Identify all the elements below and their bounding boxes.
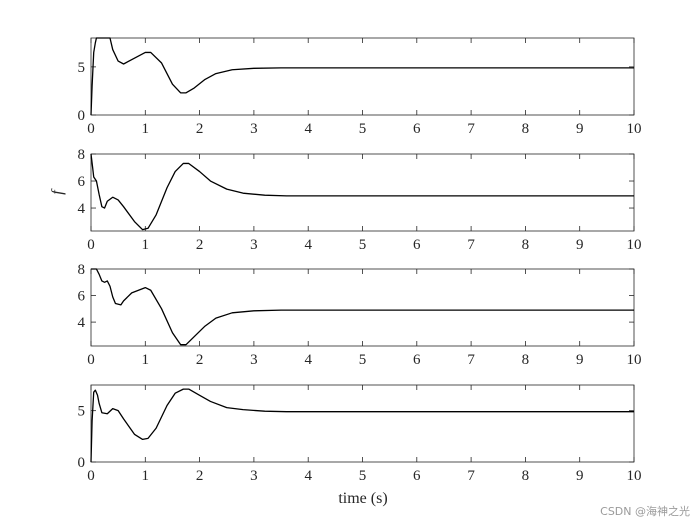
y-tick-label: 6 — [78, 174, 86, 190]
y-tick-label: 8 — [78, 262, 86, 278]
axes-frame — [90, 37, 635, 116]
x-tick-label: 5 — [359, 352, 367, 368]
y-tick-label: 5 — [78, 404, 86, 420]
series-line-2 — [90, 153, 634, 231]
axes-frame — [90, 268, 635, 347]
x-tick-label: 0 — [87, 352, 95, 368]
x-tick-label: 10 — [627, 121, 642, 137]
y-tick-label: 4 — [78, 201, 86, 217]
x-tick-label: 1 — [142, 121, 150, 137]
series-line-4 — [90, 388, 634, 463]
x-tick-label: 9 — [576, 121, 584, 137]
y-axis-label: f — [49, 188, 66, 195]
x-tick-label: 6 — [413, 352, 421, 368]
x-tick-label: 7 — [467, 352, 475, 368]
x-tick-label: 6 — [413, 237, 421, 253]
x-tick-label: 3 — [250, 352, 258, 368]
subplot-4: 0 1 2 3 4 5 6 7 8 9 10 0 5 — [78, 384, 642, 484]
series-line-1 — [90, 37, 634, 116]
series-line-3 — [91, 268, 634, 346]
x-tick-label: 2 — [196, 121, 204, 137]
x-tick-label: 1 — [142, 237, 150, 253]
x-tick-label: 10 — [627, 468, 642, 484]
y-tick-label: 0 — [78, 108, 86, 124]
x-axis-label: time (s) — [338, 490, 387, 507]
x-tick-label: 7 — [467, 468, 475, 484]
x-tick-label: 2 — [196, 237, 204, 253]
x-tick-label: 1 — [142, 468, 150, 484]
x-tick-label: 8 — [522, 121, 530, 137]
y-tick-label: 5 — [78, 60, 86, 76]
x-tick-label: 2 — [196, 352, 204, 368]
x-tick-label: 9 — [576, 352, 584, 368]
subplot-1: 0 1 2 3 4 5 6 7 8 9 10 0 5 — [78, 37, 642, 137]
y-tick-label: 4 — [78, 315, 86, 331]
y-tick-label: 8 — [78, 147, 86, 163]
x-tick-label: 8 — [522, 237, 530, 253]
x-tick-label: 0 — [87, 237, 95, 253]
x-tick-label: 9 — [576, 237, 584, 253]
x-tick-label: 1 — [142, 352, 150, 368]
x-tick-label: 5 — [359, 121, 367, 137]
x-tick-label: 10 — [627, 237, 642, 253]
y-tick-label: 0 — [78, 455, 86, 471]
x-tick-label: 8 — [522, 352, 530, 368]
subplot-3: 0 1 2 3 4 5 6 7 8 9 10 4 6 8 — [78, 262, 642, 368]
x-tick-label: 4 — [304, 121, 312, 137]
x-tick-label: 3 — [250, 121, 258, 137]
x-tick-label: 7 — [467, 121, 475, 137]
x-tick-label: 7 — [467, 237, 475, 253]
x-tick-label: 0 — [87, 468, 95, 484]
x-tick-label: 8 — [522, 468, 530, 484]
axes-frame — [90, 153, 635, 232]
x-tick-label: 4 — [304, 352, 312, 368]
x-tick-label: 6 — [413, 121, 421, 137]
subplot-2: 0 1 2 3 4 5 6 7 8 9 10 4 6 8 f — [49, 147, 642, 253]
x-tick-label: 5 — [359, 237, 367, 253]
watermark: CSDN @海神之光 — [600, 505, 690, 518]
x-tick-label: 4 — [304, 468, 312, 484]
x-tick-label: 3 — [250, 468, 258, 484]
x-tick-label: 5 — [359, 468, 367, 484]
x-tick-label: 6 — [413, 468, 421, 484]
y-tick-label: 6 — [78, 289, 86, 305]
x-tick-label: 2 — [196, 468, 204, 484]
x-tick-label: 9 — [576, 468, 584, 484]
x-tick-label: 10 — [627, 352, 642, 368]
x-tick-label: 3 — [250, 237, 258, 253]
x-tick-label: 4 — [304, 237, 312, 253]
x-tick-label: 0 — [87, 121, 95, 137]
